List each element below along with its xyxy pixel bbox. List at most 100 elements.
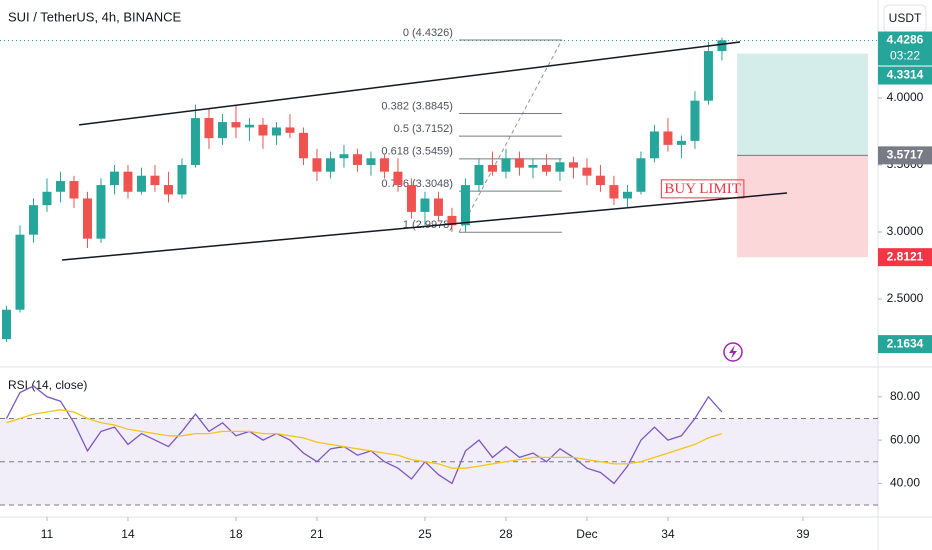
y-tick-label: 3.0000	[887, 224, 924, 238]
candle-body	[42, 191, 52, 206]
currency-text: USDT	[889, 11, 922, 25]
target-zone	[737, 53, 869, 156]
candle-body	[366, 158, 376, 165]
rsi-line	[5, 385, 723, 485]
candle-body	[393, 171, 403, 186]
candle-body	[204, 118, 214, 139]
price-label	[878, 335, 932, 354]
candle-body	[352, 154, 362, 165]
stop-zone	[737, 155, 869, 258]
candle-body	[1, 309, 11, 340]
fib-label: 0.382 (3.8845)	[381, 100, 453, 112]
fib-label: 1 (2.9978)	[403, 219, 453, 231]
candle-body	[298, 132, 308, 159]
x-tick-label: 14	[121, 527, 135, 541]
candle-body	[541, 164, 551, 172]
candle-body	[339, 154, 349, 159]
candle-body	[271, 127, 281, 136]
y-tick-label: 60.00	[890, 432, 920, 446]
y-tick-label: 2.5000	[887, 291, 924, 305]
candle-body	[136, 175, 146, 192]
candle-body	[433, 198, 443, 216]
x-tick-label: Dec	[576, 527, 597, 541]
candle-body	[379, 158, 389, 172]
candle-body	[555, 162, 565, 172]
price-label	[878, 248, 932, 267]
candle-body	[501, 158, 511, 172]
fib-diagonal	[458, 39, 563, 233]
candle-body	[163, 185, 173, 195]
candle-body	[420, 198, 430, 212]
candle-body	[177, 164, 187, 195]
buy-limit-text: BUY LIMIT	[664, 181, 741, 197]
candle-body	[231, 122, 241, 128]
candle-body	[582, 167, 592, 176]
candle-body	[636, 158, 646, 192]
price-label-text: 2.1634	[887, 336, 924, 350]
y-tick-label: 4.0000	[887, 90, 924, 104]
x-tick-label: 34	[661, 527, 675, 541]
bolt	[729, 345, 737, 359]
candle-body	[285, 127, 295, 133]
candle-body	[460, 185, 470, 226]
x-tick-label: 28	[499, 527, 513, 541]
fib-label: 0.618 (3.5459)	[381, 146, 453, 158]
y-tick-label: 80.00	[890, 389, 920, 403]
candle-body	[474, 164, 484, 186]
candle-body	[96, 185, 106, 239]
chart-title: SUI / TetherUS, 4h, BINANCE	[8, 9, 181, 24]
candle-body	[217, 122, 227, 139]
candle-body	[258, 124, 268, 136]
x-tick-label: 18	[229, 527, 243, 541]
countdown: 03:22	[890, 49, 920, 63]
candle-body	[15, 234, 25, 310]
bolt-icon[interactable]	[723, 342, 743, 362]
candle-body	[109, 171, 119, 186]
candle-body	[690, 100, 700, 141]
candle-body	[622, 191, 632, 199]
bolt-circle	[723, 342, 743, 362]
fib-label: 0 (4.4326)	[403, 27, 453, 39]
candle-body	[717, 40, 727, 52]
x-tick-label: 11	[41, 527, 54, 541]
trendline	[62, 192, 788, 261]
buy-limit-box	[660, 179, 745, 199]
candle-body	[190, 118, 200, 165]
x-tick-label: 39	[796, 527, 810, 541]
candle-body	[55, 181, 65, 192]
candle-body	[609, 185, 619, 199]
fib-label: 0.786 (3.3048)	[381, 178, 453, 190]
candle-body	[447, 215, 457, 226]
rsi-band	[0, 418, 878, 505]
candle-body	[595, 175, 605, 186]
price-label-text: 3.5717	[887, 148, 924, 162]
x-tick-label: 25	[418, 527, 432, 541]
price-label	[878, 146, 932, 165]
y-tick-label: 40.00	[890, 476, 920, 490]
candle-body	[69, 181, 79, 199]
candle-body	[663, 131, 673, 145]
candle-body	[487, 164, 497, 172]
candle-body	[528, 164, 538, 168]
price-label-text: 4.3314	[887, 68, 924, 82]
candle-body	[568, 162, 578, 168]
candle-body	[703, 51, 713, 101]
candle-body	[123, 171, 133, 192]
candle-body	[312, 158, 322, 172]
price-label-text: 4.4286	[887, 33, 924, 47]
candle-body	[514, 158, 524, 168]
candle-body	[325, 158, 335, 172]
trendline	[79, 41, 741, 126]
price-label	[878, 31, 932, 66]
candle-body	[150, 175, 160, 186]
rsi-title: RSI (14, close)	[8, 378, 87, 392]
candle-body	[676, 140, 686, 145]
price-label-text: 2.8121	[887, 249, 924, 263]
candle-body	[28, 205, 38, 235]
rsi-line	[6, 409, 723, 469]
x-tick-label: 21	[310, 527, 324, 541]
candle-body	[82, 198, 92, 239]
candle-body	[649, 131, 659, 159]
